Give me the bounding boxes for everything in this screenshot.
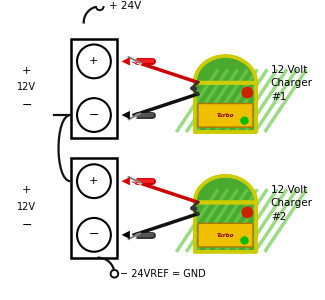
Text: +: + [89, 56, 98, 66]
Circle shape [242, 207, 253, 217]
Polygon shape [195, 56, 256, 83]
Text: Turbo: Turbo [217, 232, 234, 238]
FancyBboxPatch shape [198, 223, 253, 247]
Text: #1: #1 [271, 92, 286, 102]
Circle shape [77, 218, 111, 252]
Text: −: − [89, 228, 99, 241]
Text: Turbo: Turbo [217, 113, 234, 118]
Text: 12V: 12V [17, 202, 36, 212]
Text: +: + [22, 66, 32, 76]
Circle shape [241, 117, 248, 124]
Text: +: + [22, 185, 32, 196]
Text: +: + [89, 176, 98, 186]
Text: Charger: Charger [271, 78, 313, 88]
Circle shape [77, 164, 111, 198]
Circle shape [242, 87, 253, 98]
Text: Charger: Charger [271, 198, 313, 208]
Circle shape [77, 44, 111, 78]
Circle shape [111, 270, 118, 278]
Text: 12 Volt: 12 Volt [271, 184, 307, 195]
Bar [195, 202, 256, 252]
Bar [195, 83, 256, 132]
Bar [71, 158, 117, 258]
Text: #2: #2 [271, 212, 286, 222]
Text: 12V: 12V [17, 82, 36, 92]
Text: − 24VREF = GND: − 24VREF = GND [120, 269, 206, 279]
Text: 12 Volt: 12 Volt [271, 65, 307, 75]
Circle shape [77, 98, 111, 132]
Bar [71, 38, 117, 138]
Text: −: − [21, 219, 32, 232]
Circle shape [241, 237, 248, 244]
Text: −: − [89, 109, 99, 122]
FancyBboxPatch shape [198, 103, 253, 127]
Text: −: − [21, 99, 32, 112]
Text: + 24V: + 24V [109, 2, 141, 11]
Circle shape [96, 3, 104, 10]
Polygon shape [195, 176, 256, 202]
